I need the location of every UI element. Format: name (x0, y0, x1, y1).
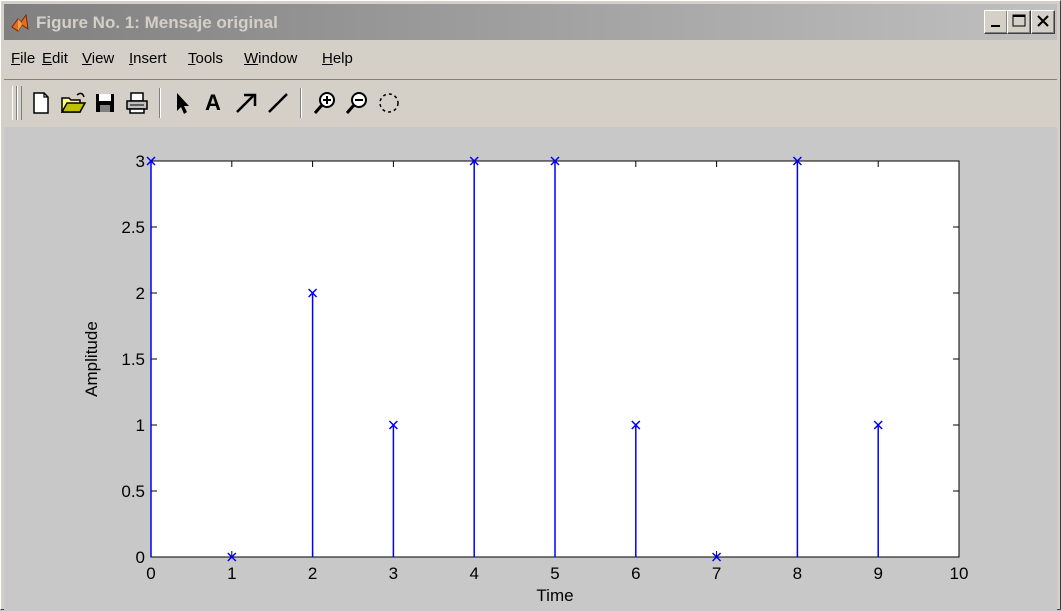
y-tick-label: 2.5 (121, 218, 145, 237)
y-tick-label: 2 (136, 284, 145, 303)
insert-text-button[interactable]: A (199, 88, 229, 118)
stem-marker (550, 156, 560, 166)
close-icon (1037, 15, 1049, 27)
save-icon (96, 94, 114, 112)
x-tick-label: 0 (146, 564, 155, 583)
menu-help[interactable]: Help (322, 50, 353, 67)
x-tick-label: 4 (469, 564, 478, 583)
figure-canvas: 0 1 2 3 4 5 6 7 8 9 10 0 0.5 1 1.5 2 2.5 3 Time Amplitude (4, 127, 1057, 611)
menu-view[interactable]: View (82, 50, 115, 67)
rotate-3d-button[interactable] (374, 88, 404, 118)
toolbar-grip[interactable] (12, 86, 17, 120)
insert-text-icon: A (205, 90, 221, 115)
stem-marker (873, 420, 883, 430)
x-tick-label: 7 (712, 564, 721, 583)
x-tick-label: 3 (389, 564, 398, 583)
x-tick-label: 9 (873, 564, 882, 583)
stem-marker (308, 288, 318, 298)
minimize-button[interactable] (984, 10, 1008, 34)
stem-plot[interactable]: 0 1 2 3 4 5 6 7 8 9 10 0 0.5 1 1.5 2 2.5 3 Time Amplitude (4, 127, 1057, 611)
stem-marker (146, 156, 156, 166)
stem-marker (631, 420, 641, 430)
toolbar-grip-2 (17, 86, 22, 120)
maximize-button[interactable] (1007, 10, 1031, 34)
stem-series (146, 156, 883, 562)
insert-arrow-button[interactable] (231, 88, 261, 118)
toolbar-separator (159, 88, 161, 118)
stem-marker (712, 552, 722, 562)
edit-plot-arrow-icon (177, 93, 189, 114)
stem-marker (469, 156, 479, 166)
zoom-out-icon (345, 92, 367, 114)
minimize-icon (991, 25, 1000, 27)
menu-bar: File Edit View Insert Tools Window Help (4, 45, 1057, 73)
open-file-icon (60, 92, 87, 113)
new-figure-icon (33, 92, 49, 114)
menu-edit[interactable]: Edit (42, 50, 68, 67)
insert-arrow-icon (236, 93, 257, 113)
zoom-in-button[interactable] (310, 88, 340, 118)
print-icon (126, 92, 148, 114)
maximize-icon (1012, 14, 1026, 27)
new-figure-button[interactable] (26, 88, 56, 118)
y-tick-label: 3 (136, 152, 145, 171)
x-axis-label: Time (536, 586, 573, 605)
x-tick-label: 8 (793, 564, 802, 583)
matlab-logo-icon (11, 13, 29, 32)
y-tick-label: 0 (136, 548, 145, 567)
x-tick-label: 1 (227, 564, 236, 583)
x-tick-label: 2 (308, 564, 317, 583)
y-axis-label: Amplitude (82, 321, 101, 397)
menu-tools[interactable]: Tools (188, 50, 224, 67)
toolbar-separator-2 (300, 88, 302, 118)
edit-plot-button[interactable] (167, 88, 197, 118)
save-button[interactable] (90, 88, 120, 118)
open-file-button[interactable] (58, 88, 88, 118)
menu-file-rest: ile (20, 50, 36, 67)
print-button[interactable] (122, 88, 152, 118)
stem-marker (388, 420, 398, 430)
title-bar[interactable]: Figure No. 1: Mensaje original (4, 4, 1057, 40)
zoom-in-icon (313, 92, 335, 114)
window-title: Figure No. 1: Mensaje original (36, 13, 278, 32)
stem-marker (227, 552, 237, 562)
y-tick-label: 1.5 (121, 350, 145, 369)
insert-line-icon (268, 93, 288, 113)
x-tick-label: 6 (631, 564, 640, 583)
y-tick-label: 0.5 (121, 482, 145, 501)
x-tick-label: 5 (550, 564, 559, 583)
toolbar: A (4, 79, 1057, 126)
y-tick-label: 1 (136, 416, 145, 435)
zoom-out-button[interactable] (342, 88, 372, 118)
rotate-3d-icon (379, 93, 399, 113)
stem-marker (792, 156, 802, 166)
menu-file[interactable]: File (11, 50, 36, 67)
menu-insert[interactable]: Insert (129, 50, 167, 67)
menu-window[interactable]: Window (244, 50, 298, 67)
x-tick-label: 10 (950, 564, 969, 583)
close-button[interactable] (1031, 10, 1055, 34)
insert-line-button[interactable] (263, 88, 293, 118)
